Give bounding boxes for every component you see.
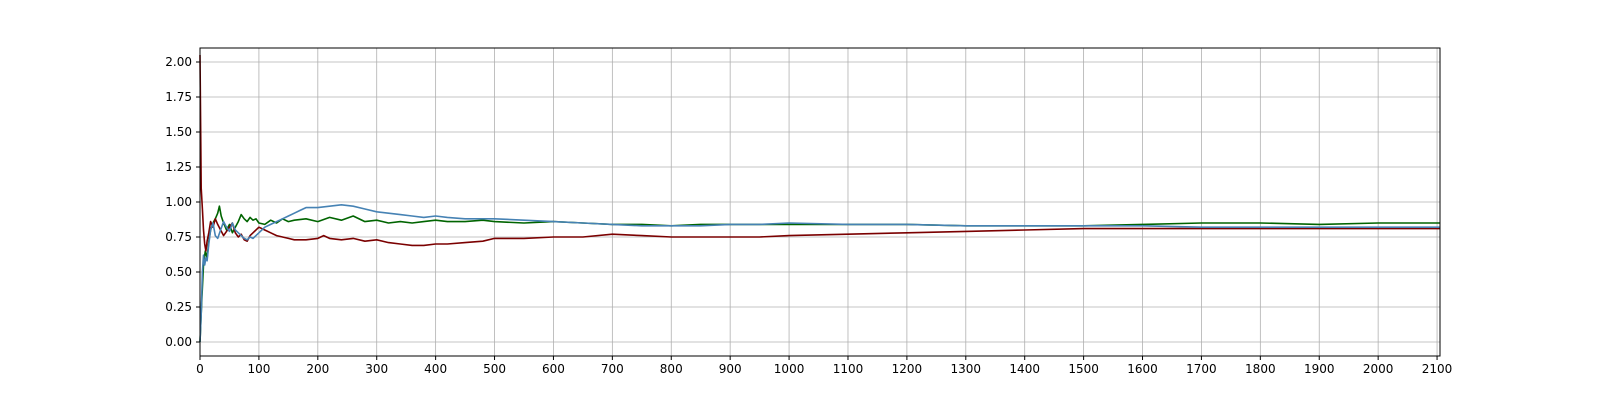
x-tick-label: 1600 bbox=[1127, 362, 1158, 376]
x-tick-label: 1500 bbox=[1068, 362, 1099, 376]
x-tick-label: 1300 bbox=[951, 362, 982, 376]
x-tick-label: 1700 bbox=[1186, 362, 1217, 376]
y-tick-label: 1.25 bbox=[165, 160, 192, 174]
series-line-1 bbox=[199, 205, 1440, 343]
x-tick-label: 400 bbox=[424, 362, 447, 376]
x-tick-label: 700 bbox=[601, 362, 624, 376]
x-tick-label: 2000 bbox=[1363, 362, 1394, 376]
y-tick-label: 1.00 bbox=[165, 195, 192, 209]
x-tick-label: 300 bbox=[365, 362, 388, 376]
y-tick-label: 0.50 bbox=[165, 265, 192, 279]
x-tick-label: 900 bbox=[719, 362, 742, 376]
x-tick-label: 1900 bbox=[1304, 362, 1335, 376]
x-axis: 0 100 200 300 400 500 600 700 800 900 1000 1100 1200… bbox=[196, 356, 1452, 376]
x-tick-label: 1100 bbox=[833, 362, 864, 376]
x-tick-label: 200 bbox=[306, 362, 329, 376]
x-tick-label: 100 bbox=[247, 362, 270, 376]
y-tick-label: 2.00 bbox=[165, 55, 192, 69]
series-line-3 bbox=[199, 204, 1440, 343]
y-tick-label: 1.50 bbox=[165, 125, 192, 139]
x-tick-label: 1000 bbox=[774, 362, 805, 376]
x-tick-label: 800 bbox=[660, 362, 683, 376]
y-axis: 0.00 0.25 0.50 0.75 1.00 1.25 1.50 1.75 2.00 bbox=[165, 55, 200, 349]
x-tick-label: 600 bbox=[542, 362, 565, 376]
x-tick-label: 1400 bbox=[1009, 362, 1040, 376]
series-layer bbox=[199, 54, 1440, 343]
y-tick-label: 1.75 bbox=[165, 90, 192, 104]
x-tick-label: 1800 bbox=[1245, 362, 1276, 376]
series-line-2 bbox=[199, 54, 1440, 252]
x-tick-label: 0 bbox=[196, 362, 204, 376]
x-tick-label: 500 bbox=[483, 362, 506, 376]
grid bbox=[199, 48, 1440, 356]
x-tick-label: 2100 bbox=[1422, 362, 1453, 376]
y-tick-label: 0.25 bbox=[165, 300, 192, 314]
x-tick-label: 1200 bbox=[892, 362, 923, 376]
y-tick-label: 0.00 bbox=[165, 335, 192, 349]
y-tick-label: 0.75 bbox=[165, 230, 192, 244]
